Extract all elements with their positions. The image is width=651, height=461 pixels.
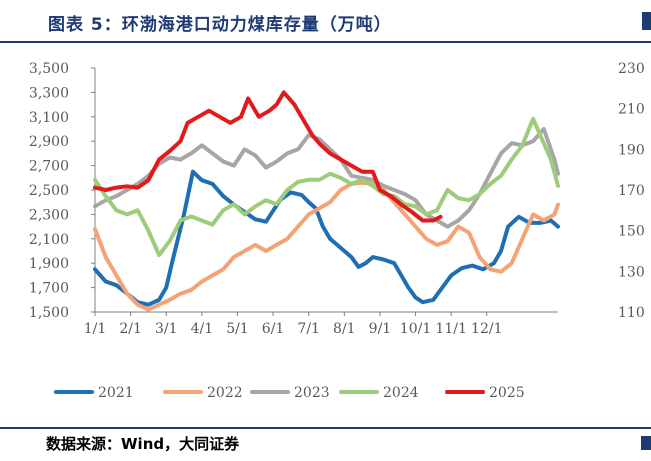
legend-label-2023: 2023 xyxy=(294,385,330,401)
series-line-2021 xyxy=(93,169,560,307)
title-rule xyxy=(0,41,651,43)
left-tick-label: 2,700 xyxy=(29,159,69,175)
x-tick-label: 2/1 xyxy=(119,321,142,337)
title-bar: 图表 5：环渤海港口动力煤库存量（万吨） xyxy=(0,0,651,44)
legend-label-2021: 2021 xyxy=(98,385,134,401)
left-tick-label: 1,700 xyxy=(29,281,69,297)
left-tick-label: 2,900 xyxy=(29,134,69,150)
series-line-2025 xyxy=(93,90,443,223)
right-tick-label: 110 xyxy=(618,305,645,321)
footer-rule xyxy=(0,427,651,429)
series-line-2022 xyxy=(93,180,560,312)
line-chart: 1,500 1,700 1,900 2,100 2,300 2,500 2,700 2,900… xyxy=(29,61,645,401)
right-tick-label: 210 xyxy=(618,102,645,118)
x-tick-label: 5/1 xyxy=(226,321,249,337)
series-lines xyxy=(93,90,560,312)
left-y-axis: 1,500 1,700 1,900 2,100 2,300 2,500 2,700 2,900… xyxy=(29,61,96,321)
x-tick-label: 1/1 xyxy=(84,321,107,337)
left-tick-label: 2,300 xyxy=(29,207,69,223)
right-tick-label: 230 xyxy=(618,61,645,77)
legend: 2021 2022 2023 2024 2025 xyxy=(54,385,525,401)
left-tick-label: 1,900 xyxy=(29,256,69,272)
x-tick-label: 10/1 xyxy=(400,321,431,337)
edge-mark-top xyxy=(642,12,651,30)
x-tick-label: 6/1 xyxy=(262,321,285,337)
right-tick-label: 170 xyxy=(618,183,645,199)
source-note: 数据来源：Wind，大同证券 xyxy=(46,435,240,453)
x-axis: 1/1 2/1 3/1 4/1 5/1 6/1 7/1 8/1 9/1 10/1 11/1 12/1 xyxy=(84,311,558,337)
x-tick-label: 4/1 xyxy=(191,321,214,337)
x-tick-label: 3/1 xyxy=(155,321,178,337)
series-line-2023 xyxy=(93,127,560,229)
x-tick-label: 9/1 xyxy=(369,321,392,337)
legend-label-2022: 2022 xyxy=(207,385,243,401)
left-tick-label: 3,300 xyxy=(29,85,69,101)
right-tick-label: 130 xyxy=(618,264,645,280)
x-tick-label: 12/1 xyxy=(471,321,502,337)
left-tick-label: 3,500 xyxy=(29,61,69,77)
legend-label-2024: 2024 xyxy=(383,385,419,401)
right-tick-label: 190 xyxy=(618,142,645,158)
x-tick-label: 8/1 xyxy=(333,321,356,337)
series-line-2024 xyxy=(93,116,560,258)
left-tick-label: 2,100 xyxy=(29,232,69,248)
x-tick-label: 7/1 xyxy=(297,321,320,337)
edge-mark-bottom xyxy=(641,436,651,450)
left-tick-label: 2,500 xyxy=(29,183,69,199)
left-tick-label: 1,500 xyxy=(29,305,69,321)
page-title: 图表 5：环渤海港口动力煤库存量（万吨） xyxy=(48,15,392,35)
x-tick-label: 11/1 xyxy=(435,321,466,337)
legend-label-2025: 2025 xyxy=(489,385,525,401)
left-tick-label: 3,100 xyxy=(29,110,69,126)
right-y-axis: 110 130 150 170 190 210 230 xyxy=(618,61,645,321)
right-tick-label: 150 xyxy=(618,224,645,240)
